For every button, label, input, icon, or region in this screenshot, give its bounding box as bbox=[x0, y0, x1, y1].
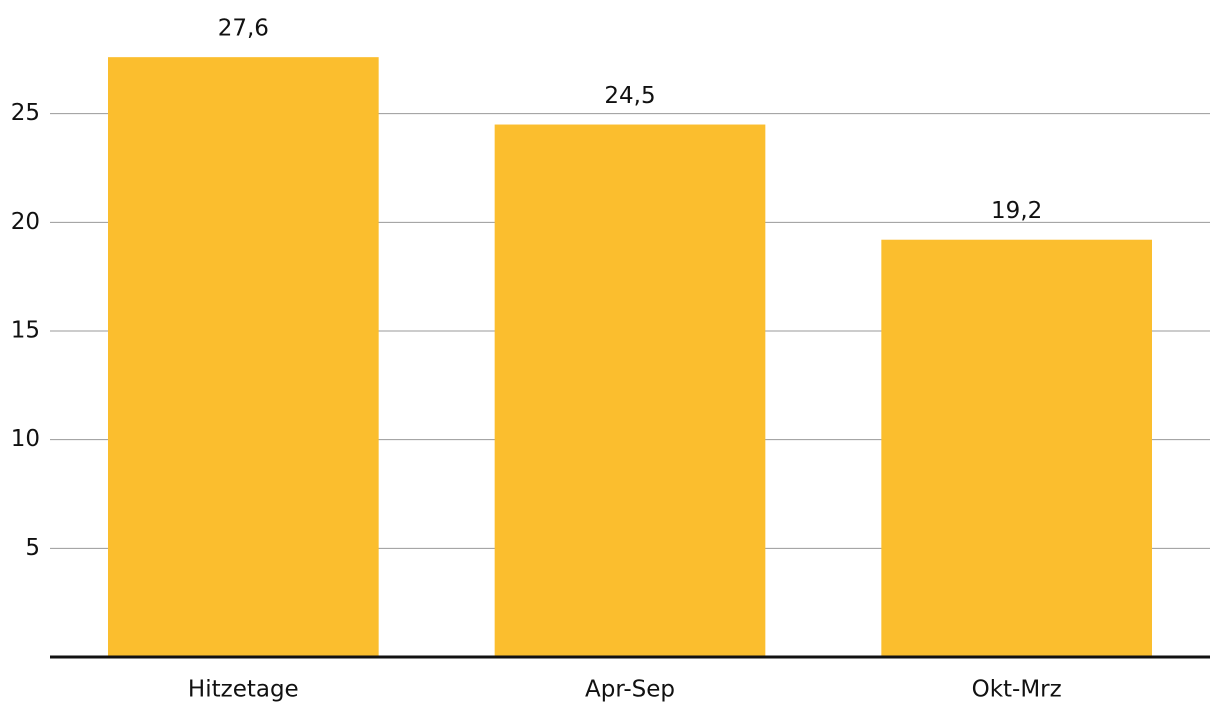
bar bbox=[881, 239, 1152, 657]
value-label: 27,6 bbox=[218, 16, 269, 42]
value-label: 24,5 bbox=[604, 83, 655, 109]
bar bbox=[494, 124, 766, 658]
value-label: 19,2 bbox=[991, 198, 1042, 224]
x-tick-label: Okt-Mrz bbox=[972, 677, 1062, 703]
y-tick-label: 20 bbox=[11, 209, 40, 235]
y-tick-label: 15 bbox=[11, 318, 40, 344]
x-tick-label: Hitzetage bbox=[188, 677, 299, 703]
x-tick-label: Apr-Sep bbox=[585, 677, 675, 703]
y-tick-label: 5 bbox=[25, 535, 40, 561]
bar bbox=[108, 57, 379, 658]
y-tick-label: 25 bbox=[11, 100, 40, 126]
y-tick-label: 10 bbox=[11, 426, 40, 452]
